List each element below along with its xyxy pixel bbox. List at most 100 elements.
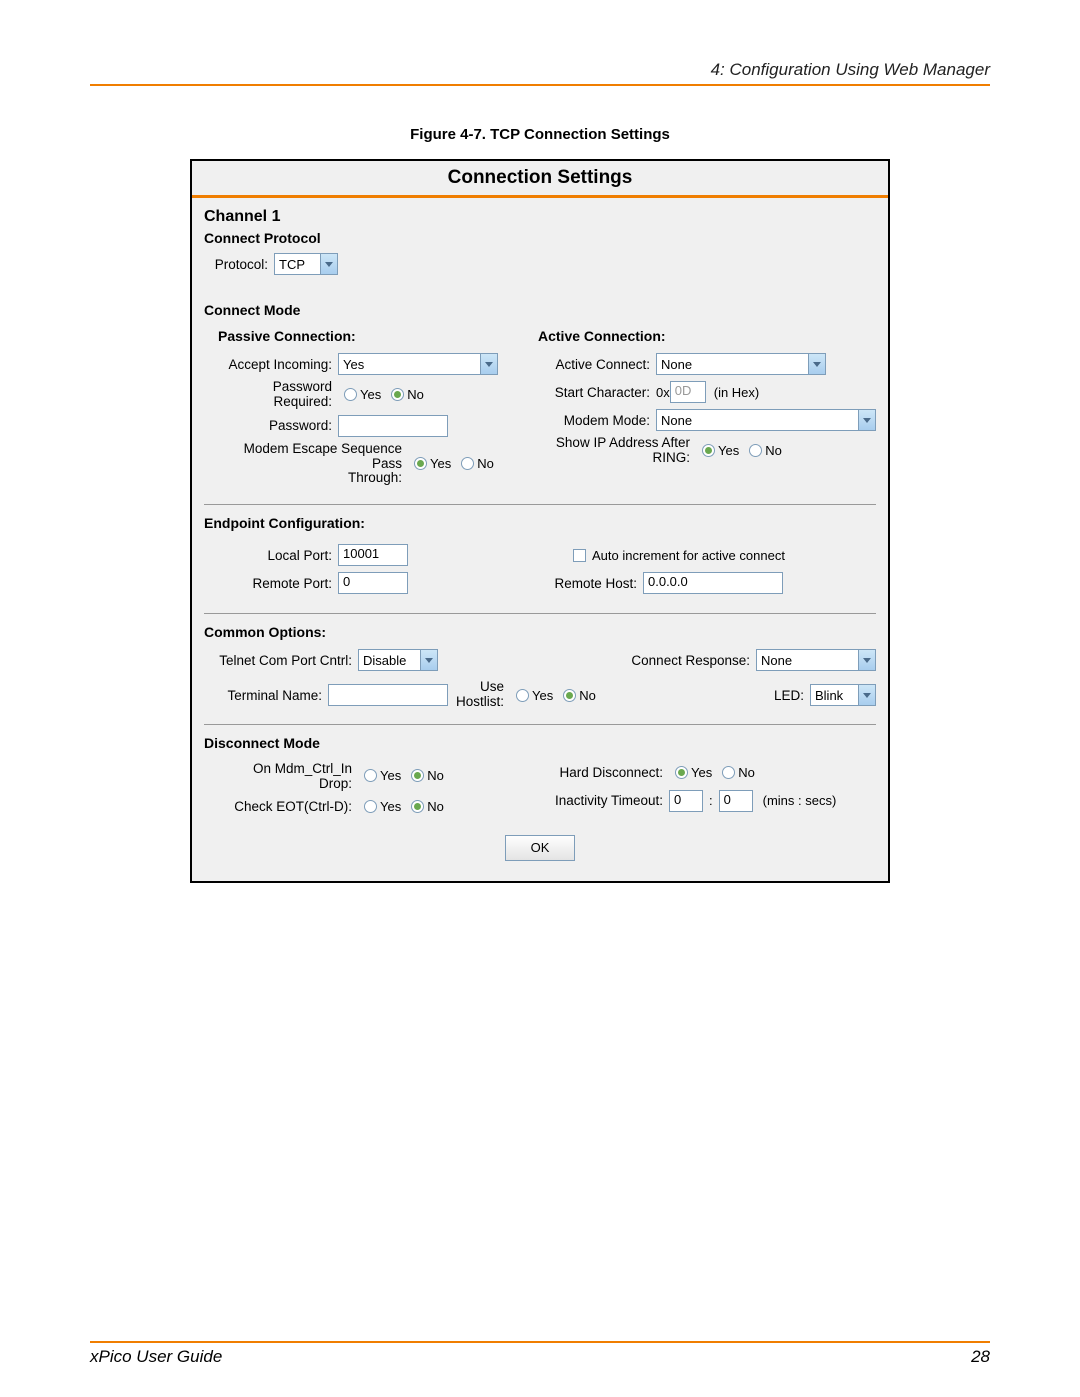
passive-head: Passive Connection: [218,328,538,344]
led-value: Blink [815,688,843,703]
no-label-6: No [427,799,444,814]
endpoint-head: Endpoint Configuration: [204,515,876,531]
remote-port-input[interactable]: 0 [338,572,408,594]
start-char-input[interactable]: 0D [670,381,706,403]
use-hostlist-no-radio[interactable] [563,689,576,702]
accept-incoming-select[interactable]: Yes [338,353,498,375]
check-eot-yes-radio[interactable] [364,800,377,813]
page-footer: xPico User Guide 28 [90,1341,990,1367]
chevron-down-icon [858,685,875,705]
no-label-4: No [579,688,596,703]
no-label-2: No [477,456,494,471]
connect-response-value: None [761,653,792,668]
yes-label-5: Yes [380,768,401,783]
active-head: Active Connection: [538,328,876,344]
use-hostlist-label: Use Hostlist: [448,680,510,710]
channel-title: Channel 1 [204,208,876,226]
footer-left: xPico User Guide [90,1347,222,1367]
inactivity-hint: (mins : secs) [763,793,837,808]
hard-disc-no-radio[interactable] [722,766,735,779]
disconnect-head: Disconnect Mode [204,735,876,751]
local-port-input[interactable]: 10001 [338,544,408,566]
telnet-select[interactable]: Disable [358,649,438,671]
password-required-label: Password Required: [218,380,338,410]
figure-caption: Figure 4-7. TCP Connection Settings [90,126,990,143]
remote-host-label: Remote Host: [547,576,643,591]
pw-req-no-radio[interactable] [391,388,404,401]
no-label: No [407,387,424,402]
protocol-value: TCP [279,257,305,272]
use-hostlist-yes-radio[interactable] [516,689,529,702]
chevron-down-icon [480,354,497,374]
show-ip-yes-radio[interactable] [702,444,715,457]
chevron-down-icon [858,650,875,670]
protocol-select[interactable]: TCP [274,253,338,275]
chevron-down-icon [420,650,437,670]
led-label: LED: [770,688,810,703]
local-port-label: Local Port: [218,548,338,563]
start-char-prefix: 0x [656,385,670,400]
password-input[interactable] [338,415,448,437]
chevron-down-icon [858,410,875,430]
telnet-value: Disable [363,653,406,668]
sip-l2: RING: [652,450,690,465]
page-header: 4: Configuration Using Web Manager [90,60,990,86]
check-eot-no-radio[interactable] [411,800,424,813]
passive-col: Passive Connection: Accept Incoming: Yes… [218,324,538,490]
modem-mode-select[interactable]: None [656,409,876,431]
no-label-7: No [738,765,755,780]
yes-label-7: Yes [691,765,712,780]
auto-increment-checkbox[interactable] [573,549,586,562]
terminal-name-input[interactable] [328,684,448,706]
pw-req-l2: Required: [273,394,332,409]
chevron-down-icon [320,254,337,274]
hard-disc-yes-radio[interactable] [675,766,688,779]
show-ip-no-radio[interactable] [749,444,762,457]
active-connect-select[interactable]: None [656,353,826,375]
connect-protocol-head: Connect Protocol [204,230,876,246]
modem-escape-label: Modem Escape Sequence Pass Through: [218,442,408,487]
start-char-label: Start Character: [538,385,656,400]
connect-response-select[interactable]: None [756,649,876,671]
yes-label-3: Yes [718,443,739,458]
yes-label: Yes [360,387,381,402]
uh-l2: Hostlist: [456,694,504,709]
pw-req-l1: Password [273,379,332,394]
modem-mode-label: Modem Mode: [538,413,656,428]
mdm-ctrl-no-radio[interactable] [411,769,424,782]
accept-incoming-value: Yes [343,357,364,372]
yes-label-2: Yes [430,456,451,471]
uh-l1: Use [480,679,504,694]
modem-mode-value: None [661,413,692,428]
colon-sep: : [709,793,713,808]
led-select[interactable]: Blink [810,684,876,706]
pw-req-yes-radio[interactable] [344,388,357,401]
inactivity-secs-input[interactable]: 0 [719,790,753,812]
modem-escape-no-radio[interactable] [461,457,474,470]
accept-incoming-label: Accept Incoming: [218,357,338,372]
modem-escape-yes-radio[interactable] [414,457,427,470]
connect-response-label: Connect Response: [620,653,756,668]
ok-button[interactable]: OK [505,835,575,861]
chevron-down-icon [808,354,825,374]
settings-panel: Connection Settings Channel 1 Connect Pr… [190,159,890,883]
start-char-hint: (in Hex) [714,385,760,400]
mdm-ctrl-label: On Mdm_Ctrl_In Drop: [218,761,358,791]
show-ip-label: Show IP Address After RING: [538,436,696,466]
protocol-label: Protocol: [204,257,274,272]
remote-port-label: Remote Port: [218,576,338,591]
auto-increment-label: Auto increment for active connect [592,548,785,563]
active-connect-label: Active Connect: [538,357,656,372]
telnet-label: Telnet Com Port Cntrl: [218,653,358,668]
hard-disc-label: Hard Disconnect: [547,765,669,780]
active-connect-value: None [661,357,692,372]
panel-title: Connection Settings [192,161,888,198]
mdm-ctrl-yes-radio[interactable] [364,769,377,782]
no-label-3: No [765,443,782,458]
inactivity-label: Inactivity Timeout: [547,793,669,808]
footer-page-number: 28 [971,1347,990,1367]
me-l2: Through: [348,470,402,485]
inactivity-mins-input[interactable]: 0 [669,790,703,812]
connect-mode-head: Connect Mode [204,302,876,318]
remote-host-input[interactable]: 0.0.0.0 [643,572,783,594]
